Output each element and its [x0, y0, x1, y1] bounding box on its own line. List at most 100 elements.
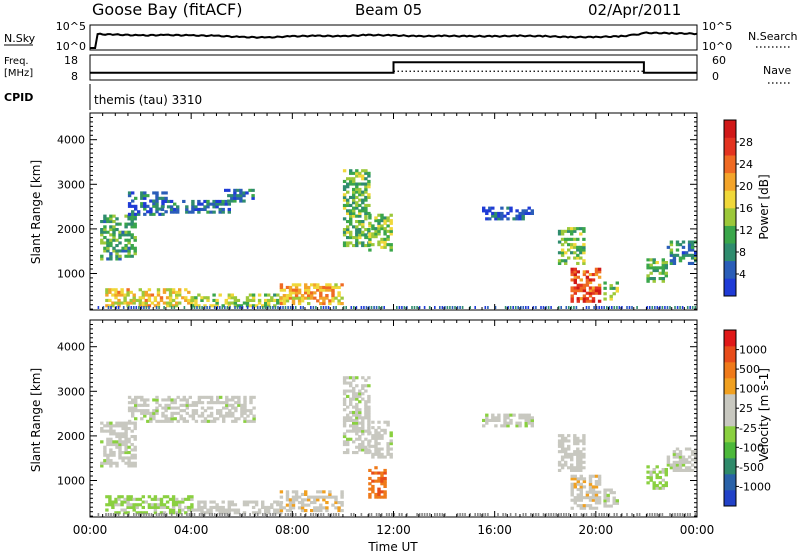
velocity-cell: [114, 500, 118, 504]
power-cell: [439, 306, 441, 309]
nsearch-tick-bottom: 10^0: [702, 40, 732, 53]
velocity-cell: [140, 411, 144, 415]
power-cell: [221, 304, 225, 308]
velocity-cell: [138, 513, 140, 516]
power-cell: [497, 211, 501, 215]
power-cell: [147, 298, 152, 302]
velocity-cell: [646, 465, 650, 469]
velocity-cell: [352, 410, 356, 414]
velocity-cell: [686, 513, 689, 516]
velocity-cell: [294, 492, 299, 496]
power-cell: [579, 297, 583, 301]
power-cell: [277, 306, 279, 309]
velocity-cell: [573, 450, 577, 454]
velocity-cell: [491, 416, 495, 420]
power-cell: [227, 301, 231, 305]
power-cell: [126, 301, 130, 305]
velocity-cell: [162, 503, 167, 507]
velocity-cell: [522, 513, 525, 516]
power-cell: [206, 205, 210, 209]
velocity-cell: [681, 463, 686, 467]
velocity-cell: [264, 513, 267, 516]
power-cell: [373, 306, 375, 309]
power-cell: [613, 306, 616, 309]
velocity-cell: [161, 414, 165, 418]
velocity-cell: [313, 501, 317, 505]
power-cell: [141, 304, 145, 308]
power-cell: [573, 289, 577, 293]
velocity-cell: [579, 466, 583, 470]
velocity-cell: [285, 498, 290, 502]
velocity-cell: [222, 417, 226, 421]
power-cell: [155, 202, 159, 206]
velocity-cell: [124, 443, 128, 447]
power-cell: [681, 253, 686, 257]
power-cell: [127, 254, 131, 258]
power-cell: [389, 213, 393, 217]
velocity-cell: [270, 503, 274, 507]
power-cell: [579, 251, 583, 255]
velocity-cell: [108, 495, 112, 499]
velocity-cell: [121, 456, 125, 460]
power-cell: [206, 306, 208, 309]
power-cell: [219, 306, 221, 309]
velocity-cell: [389, 455, 393, 459]
velocity-cell: [106, 459, 110, 463]
velocity-cell: [181, 508, 185, 512]
velocity-cell: [380, 474, 384, 478]
velocity-cell: [200, 411, 205, 415]
velocity-cell: [349, 437, 353, 441]
velocity-cell: [168, 508, 173, 512]
velocity-cell: [120, 503, 124, 507]
velocity-cell: [606, 496, 610, 500]
power-cell: [111, 304, 115, 308]
velocity-cell: [322, 490, 326, 494]
velocity-cell: [570, 477, 574, 481]
power-ylabel: Slant Range [km]: [29, 160, 43, 264]
velocity-cell: [380, 495, 384, 499]
power-cell: [474, 306, 476, 309]
velocity-cell: [279, 501, 284, 505]
power-cell: [497, 217, 501, 221]
power-cell: [358, 214, 362, 218]
velocity-cell: [131, 406, 135, 410]
velocity-cell: [603, 499, 607, 503]
velocity-cell: [570, 493, 574, 497]
power-cell: [564, 237, 568, 241]
velocity-cell: [515, 421, 519, 425]
velocity-cell: [146, 411, 150, 415]
velocity-cell: [346, 389, 350, 393]
power-cell: [389, 229, 393, 233]
velocity-cell: [109, 461, 113, 465]
power-cell: [117, 290, 121, 294]
power-cell: [185, 205, 189, 209]
power-cell: [129, 301, 133, 305]
power-cell: [155, 210, 159, 214]
velocity-cell: [228, 398, 232, 402]
velocity-cell: [506, 413, 510, 417]
velocity-cell: [374, 436, 378, 440]
velocity-cell: [678, 458, 683, 462]
velocity-cell: [597, 498, 602, 502]
power-cell: [230, 194, 234, 198]
power-cell: [206, 202, 210, 206]
power-cell: [185, 207, 189, 211]
velocity-cell: [221, 511, 225, 515]
velocity-cell: [149, 414, 153, 418]
velocity-cell: [243, 409, 247, 413]
power-cell: [261, 304, 265, 308]
velocity-cell: [649, 473, 653, 477]
power-cell: [557, 229, 562, 233]
velocity-cell: [121, 435, 125, 439]
velocity-cell: [355, 429, 359, 433]
velocity-cell: [386, 442, 390, 446]
power-cell: [603, 286, 607, 290]
velocity-cell: [570, 485, 574, 489]
velocity-cell: [371, 479, 375, 483]
velocity-cell: [560, 434, 565, 438]
velocity-cell: [436, 513, 439, 516]
velocity-cell: [615, 499, 619, 503]
power-cell: [646, 306, 648, 309]
velocity-cell: [678, 452, 683, 456]
power-cell: [200, 296, 204, 300]
